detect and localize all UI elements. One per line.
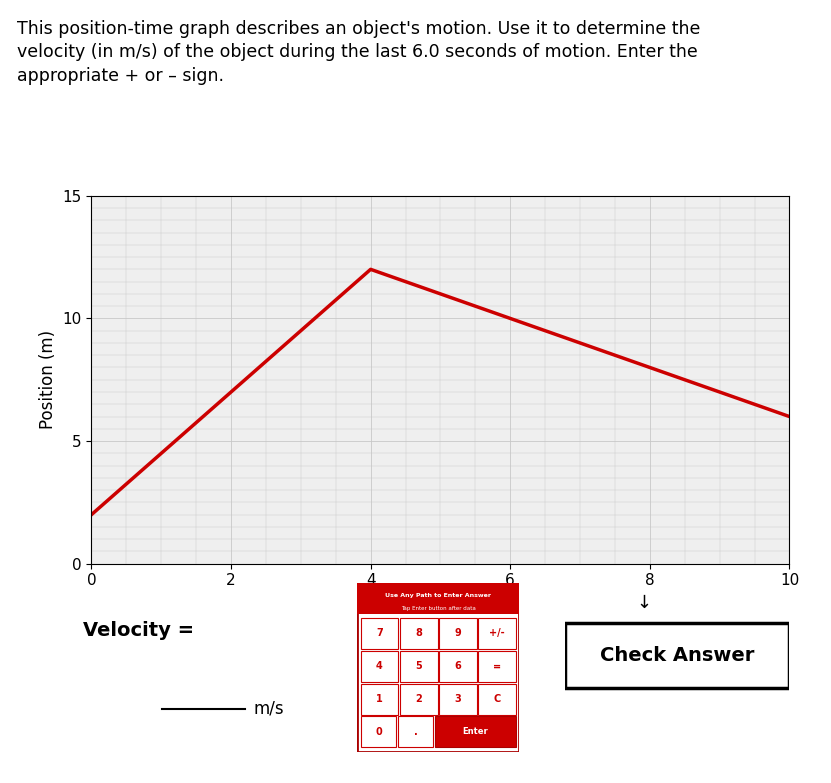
Text: Use Any Path to Enter Answer: Use Any Path to Enter Answer <box>386 593 491 597</box>
Text: C: C <box>494 694 501 704</box>
Text: +/-: +/- <box>489 629 505 638</box>
Text: Tap Enter button after data: Tap Enter button after data <box>401 606 476 611</box>
FancyBboxPatch shape <box>479 618 516 649</box>
FancyBboxPatch shape <box>435 716 516 748</box>
FancyBboxPatch shape <box>361 651 398 682</box>
Text: 1: 1 <box>376 694 383 704</box>
Text: m/s: m/s <box>253 700 284 717</box>
Text: 2: 2 <box>416 694 422 704</box>
Text: appropriate + or – sign.: appropriate + or – sign. <box>17 67 224 85</box>
Text: velocity (in m/s) of the object during the last 6.0 seconds of motion. Enter the: velocity (in m/s) of the object during t… <box>17 43 697 61</box>
Text: Check Answer: Check Answer <box>600 646 755 666</box>
FancyBboxPatch shape <box>361 618 398 649</box>
Text: 9: 9 <box>455 629 461 638</box>
Text: ↓: ↓ <box>637 594 652 612</box>
Y-axis label: Position (m): Position (m) <box>39 330 57 429</box>
FancyBboxPatch shape <box>479 651 516 682</box>
FancyBboxPatch shape <box>357 583 519 614</box>
Text: Velocity =: Velocity = <box>83 621 194 640</box>
FancyBboxPatch shape <box>439 684 477 715</box>
FancyBboxPatch shape <box>357 583 519 752</box>
Text: 7: 7 <box>376 629 383 638</box>
Text: 5: 5 <box>416 662 422 671</box>
X-axis label: Time (s): Time (s) <box>406 594 475 612</box>
FancyBboxPatch shape <box>400 684 438 715</box>
FancyBboxPatch shape <box>565 623 789 688</box>
Text: =: = <box>494 662 501 671</box>
Text: This position-time graph describes an object's motion. Use it to determine the: This position-time graph describes an ob… <box>17 20 700 38</box>
Text: 6: 6 <box>455 662 461 671</box>
FancyBboxPatch shape <box>361 684 398 715</box>
FancyBboxPatch shape <box>439 618 477 649</box>
FancyBboxPatch shape <box>479 684 516 715</box>
Text: 4: 4 <box>376 662 383 671</box>
FancyBboxPatch shape <box>361 716 396 748</box>
FancyBboxPatch shape <box>398 716 434 748</box>
Text: 8: 8 <box>416 629 422 638</box>
Text: 3: 3 <box>455 694 461 704</box>
FancyBboxPatch shape <box>439 651 477 682</box>
FancyBboxPatch shape <box>400 651 438 682</box>
Text: Enter: Enter <box>463 727 489 736</box>
Text: .: . <box>414 727 417 737</box>
FancyBboxPatch shape <box>400 618 438 649</box>
Text: 0: 0 <box>375 727 381 737</box>
